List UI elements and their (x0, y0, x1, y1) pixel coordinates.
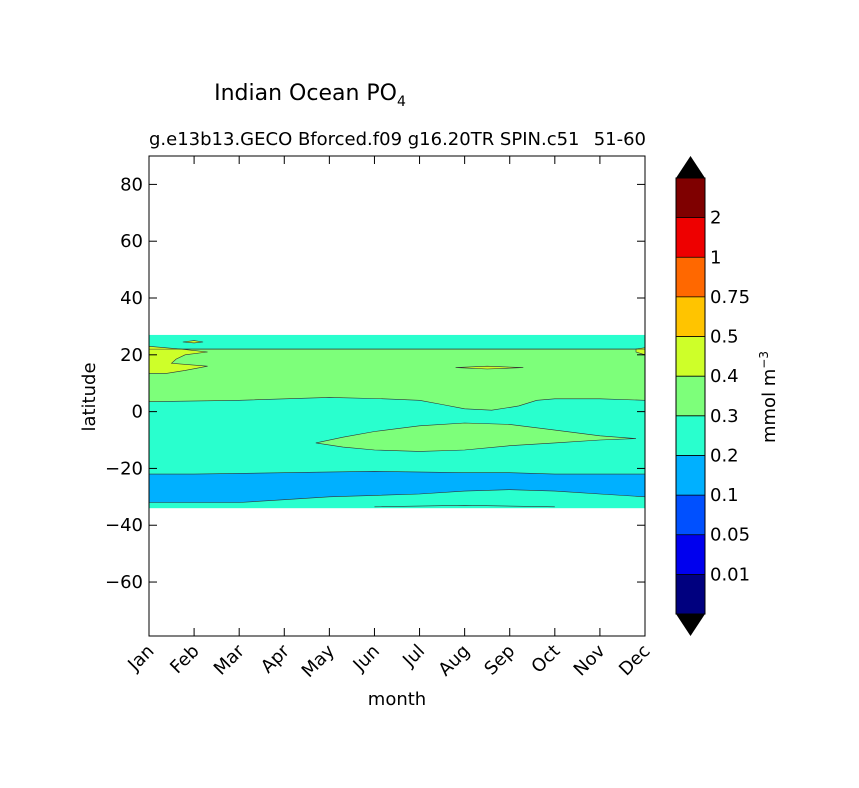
y-tick-label: 20 (120, 345, 143, 366)
contour-region (455, 365, 524, 370)
colorbar-tick-label: 0.5 (710, 327, 739, 348)
colorbar-label: mmol m−3 (757, 351, 780, 443)
contour-region (148, 348, 646, 411)
colorbar-segment (676, 296, 705, 337)
y-tick-label: −40 (105, 515, 143, 536)
colorbar-tick-label: 0.2 (710, 445, 739, 466)
chart-subtitle-left: g.e13b13.GECO Bforced.f09 g16.20TR SPIN.… (149, 129, 580, 150)
colorbar: 0.01 0.05 0.1 0.2 0.3 0.4 0.5 0.75 1 2 (675, 156, 750, 636)
y-tick-label: 0 (132, 402, 143, 423)
y-tick-label: 60 (120, 231, 143, 252)
colorbar-extend-under (676, 614, 705, 636)
contour-region (315, 422, 637, 452)
y-tick-label: −20 (105, 458, 143, 479)
y-axis-label: latitude (79, 362, 100, 431)
colorbar-segment (676, 415, 705, 456)
colorbar-segment (676, 336, 705, 377)
colorbar-tick-label: 0.01 (710, 564, 750, 585)
x-axis-label: month (368, 689, 426, 710)
contour-line (374, 505, 555, 508)
y-tick-label: 80 (120, 174, 143, 195)
y-tick-label: 40 (120, 288, 143, 309)
contour-region (148, 345, 208, 374)
colorbar-segment (676, 217, 705, 258)
colorbar-segment (676, 178, 705, 218)
chart-subtitle-right: 51-60 (594, 129, 646, 150)
chart-title-subscript: 4 (397, 94, 406, 110)
contour-region (182, 340, 204, 344)
plot-frame (148, 155, 646, 637)
y-axis: 80 60 40 20 0 −20 −40 −60 (105, 174, 645, 593)
colorbar-segment (676, 534, 705, 575)
colorbar-extend-over (676, 156, 705, 178)
colorbar-segment (676, 495, 705, 535)
colorbar-tick-label: 2 (710, 208, 721, 229)
colorbar-tick-label: 0.3 (710, 406, 739, 427)
colorbar-tick-label: 0.4 (710, 366, 739, 387)
y-tick-label: −60 (105, 572, 143, 593)
colorbar-frame (675, 177, 706, 615)
contour-region (148, 470, 646, 503)
plot-area (148, 334, 646, 509)
colorbar-segment (676, 376, 705, 416)
colorbar-segment (676, 574, 705, 614)
colorbar-tick-label: 0.75 (710, 287, 750, 308)
chart-title: Indian Ocean PO (214, 81, 397, 106)
colorbar-segment (676, 257, 705, 297)
colorbar-segment (676, 455, 705, 496)
colorbar-tick-label: 1 (710, 247, 721, 268)
colorbar-tick-label: 0.1 (710, 485, 739, 506)
colorbar-tick-label: 0.05 (710, 525, 750, 546)
